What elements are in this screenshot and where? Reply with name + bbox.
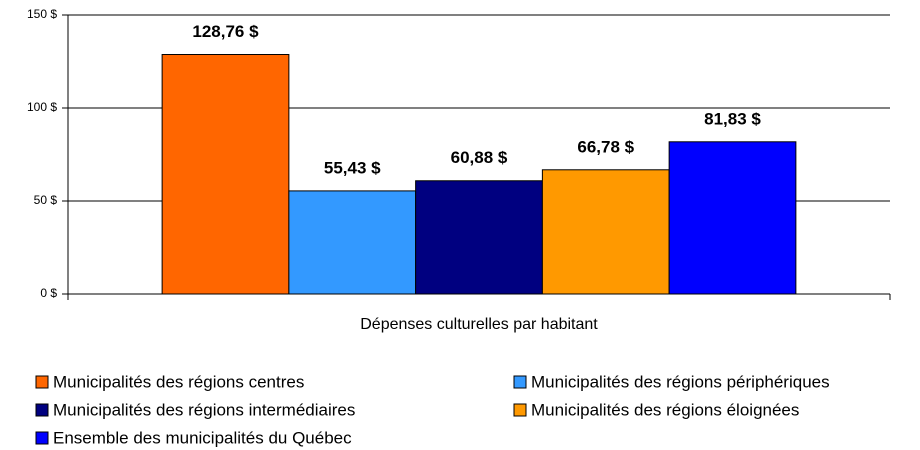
legend-swatch	[513, 403, 527, 417]
legend-swatch	[35, 403, 49, 417]
bar	[288, 190, 417, 295]
legend-label: Municipalités des régions intermédiaires	[53, 400, 355, 419]
value-label: 60,88 $	[451, 148, 508, 167]
value-label: 81,83 $	[704, 109, 761, 128]
value-label: 55,43 $	[324, 158, 381, 177]
bar	[161, 54, 290, 295]
legend-label: Municipalités des régions centres	[53, 372, 304, 391]
bar	[541, 169, 670, 295]
bar	[415, 180, 543, 295]
y-tick-label: 0 $	[40, 286, 57, 300]
legend-label: Municipalités des régions périphériques	[531, 372, 830, 391]
legend-swatch	[513, 375, 527, 389]
y-tick-label: 150 $	[27, 7, 57, 21]
value-label: 66,78 $	[577, 137, 634, 156]
bar	[668, 141, 797, 295]
value-label: 128,76 $	[192, 22, 259, 41]
legend-swatch	[35, 375, 49, 389]
legend-swatch	[35, 431, 49, 445]
legend-label: Ensemble des municipalités du Québec	[53, 428, 352, 447]
y-tick-label: 100 $	[27, 100, 57, 114]
legend-label: Municipalités des régions éloignées	[531, 400, 799, 419]
x-category-label: Dépenses culturelles par habitant	[360, 316, 598, 333]
y-tick-label: 50 $	[34, 193, 58, 207]
